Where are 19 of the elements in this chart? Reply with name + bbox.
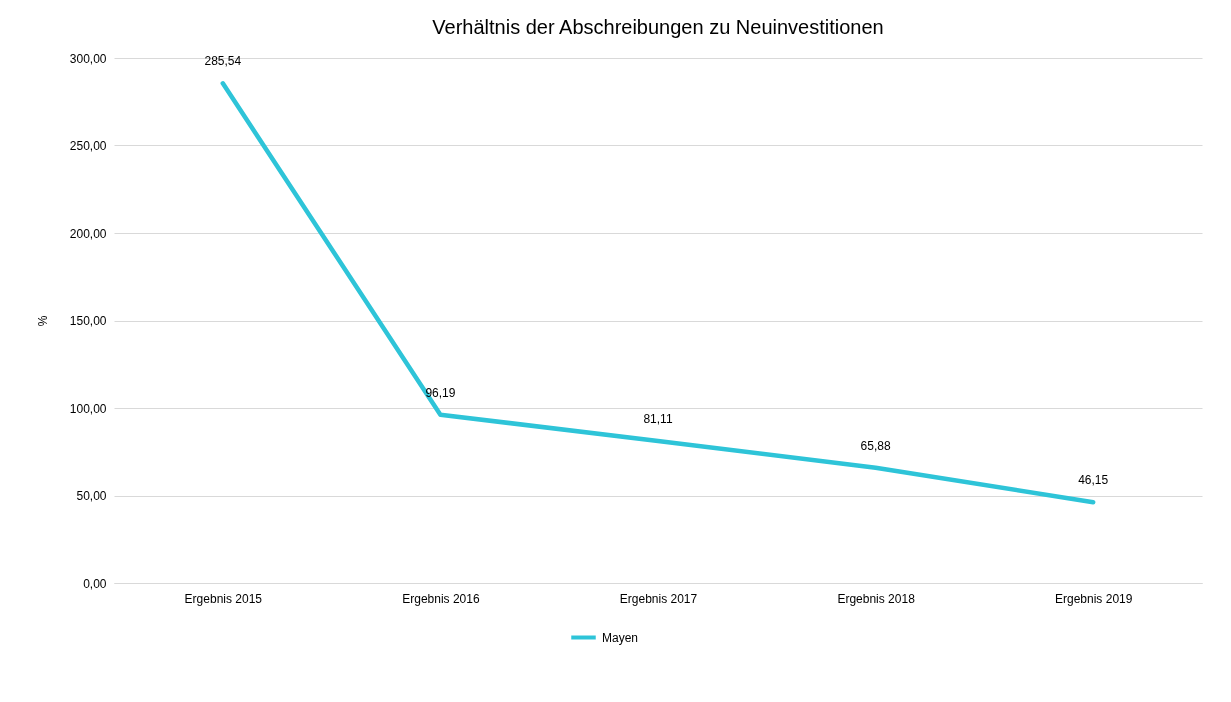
data-label: 81,11 [643,412,673,427]
y-tick-label: 150,00 [69,314,107,328]
data-label: 285,54 [204,54,242,69]
chart-title: Verhältnis der Abschreibungen zu Neuinvestitionen [432,16,884,38]
y-tick-label: 0,00 [83,576,107,591]
y-tick-label: 50,00 [76,489,107,503]
data-label: 46,15 [1078,473,1109,488]
data-label: 65,88 [860,438,891,453]
y-tick-label: 250,00 [69,139,107,153]
legend-label: Mayen [602,630,639,645]
x-tick-label: Ergebnis 2017 [619,591,698,606]
x-tick-label: Ergebnis 2016 [402,591,480,606]
x-tick-label: Ergebnis 2018 [837,591,916,606]
y-tick-label: 100,00 [69,401,107,416]
x-tick-label: Ergebnis 2015 [184,591,263,606]
x-tick-label: Ergebnis 2019 [1055,591,1133,606]
y-axis-title: % [35,315,50,327]
y-tick-label: 300,00 [69,51,107,66]
y-tick-label: 200,00 [69,226,107,241]
